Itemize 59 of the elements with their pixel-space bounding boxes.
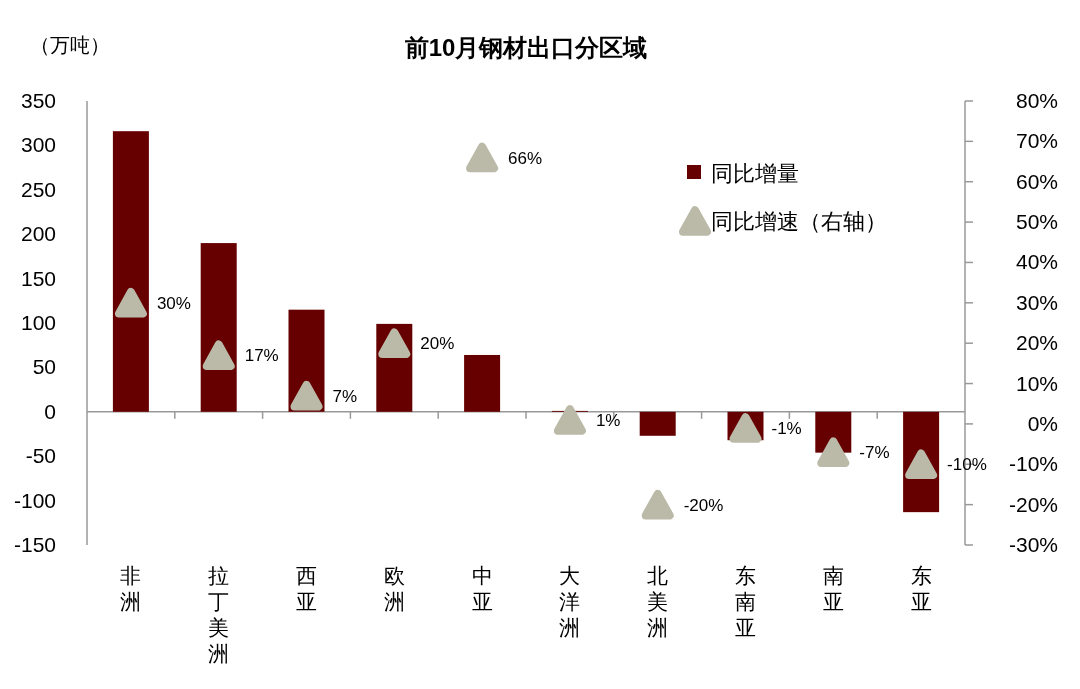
point: [202, 340, 235, 371]
point: [817, 437, 850, 467]
point: [290, 380, 323, 411]
data-label: -20%: [683, 495, 724, 515]
point: [114, 288, 147, 318]
data-label: 66%: [508, 148, 543, 168]
point: [378, 328, 411, 358]
data-label: 7%: [332, 386, 358, 406]
legend-label: 同比增速（右轴）: [711, 209, 887, 234]
y2-tick-label: 20%: [1015, 331, 1058, 355]
point: [466, 142, 499, 173]
y2-tick-label: 40%: [1015, 250, 1058, 274]
data-label: 1%: [595, 410, 621, 430]
y-tick-label: -50: [25, 444, 56, 468]
chart-title: 前10月钢材出口分区域: [403, 34, 648, 61]
y-tick-label: -150: [13, 533, 56, 556]
x-tick-label: 欧洲: [383, 564, 405, 613]
y-axis-title: （万吨）: [30, 34, 110, 56]
bar: [200, 243, 237, 412]
bar: [112, 131, 149, 412]
bar: [639, 411, 676, 436]
y2-tick-label: 80%: [1015, 89, 1058, 112]
y-tick-label: 300: [20, 133, 56, 157]
legend-label: 同比增量: [711, 161, 799, 186]
y-tick-label: 100: [20, 311, 56, 334]
y-tick-label: -100: [13, 488, 56, 512]
data-label: -10%: [947, 455, 987, 475]
y-tick-label: 350: [20, 89, 56, 112]
y2-tick-label: 70%: [1015, 129, 1058, 153]
data-label: 30%: [156, 293, 191, 313]
x-tick-label: 大洋洲: [559, 564, 581, 639]
y2-tick-label: 0%: [1027, 411, 1058, 435]
bar: [464, 354, 501, 412]
y2-tick-label: 60%: [1015, 169, 1058, 193]
y-tick-label: 0: [44, 399, 56, 423]
y2-tick-label: 30%: [1015, 290, 1058, 314]
x-tick-label: 拉丁美洲: [208, 564, 230, 665]
x-tick-label: 西亚: [296, 564, 317, 613]
y2-tick-label: 10%: [1015, 371, 1058, 395]
x-tick-label: 北美洲: [647, 564, 669, 639]
y2-tick-label: -30%: [1008, 533, 1058, 556]
y2-tick-label: -10%: [1008, 452, 1058, 476]
y-tick-label: 200: [20, 222, 56, 246]
data-label: 20%: [420, 334, 455, 354]
data-label: 17%: [244, 346, 279, 366]
x-tick-label: 东亚: [910, 564, 932, 613]
data-label: -1%: [771, 418, 802, 438]
point: [641, 489, 674, 520]
y-tick-label: 50: [32, 355, 56, 379]
x-tick-label: 东南亚: [735, 564, 756, 639]
y2-tick-label: -20%: [1008, 492, 1058, 516]
x-tick-label: 中亚: [471, 564, 493, 613]
y-tick-label: 250: [20, 177, 56, 201]
x-tick-label: 南亚: [822, 564, 844, 613]
x-tick-label: 非洲: [120, 564, 142, 613]
y-tick-label: 150: [20, 266, 56, 290]
data-label: -7%: [859, 443, 890, 463]
y2-tick-label: 50%: [1015, 210, 1058, 234]
point: [553, 405, 586, 435]
